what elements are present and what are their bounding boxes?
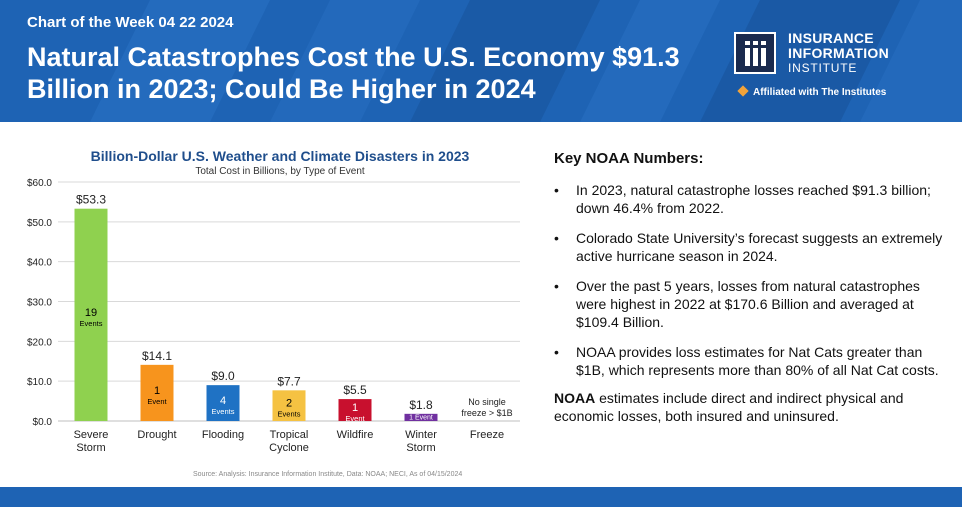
header-background-pattern (90, 0, 962, 122)
key-bullet-2: • Colorado State University’s forecast su… (554, 229, 946, 265)
chart-subtitle: Total Cost in Billions, by Type of Event (195, 166, 365, 177)
y-tick-label: $30.0 (27, 298, 52, 309)
y-tick-label: $0.0 (33, 417, 53, 428)
affiliation-text: Affiliated with The Institutes (737, 85, 887, 98)
key-bullet-1: • In 2023, natural catastrophe losses rea… (554, 181, 946, 217)
key-bullet-text: Over the past 5 years, losses from natur… (576, 278, 920, 330)
key-bullet-text: Colorado State University’s forecast sug… (576, 230, 943, 264)
bar-chart: $0.0 $10.0 $20.0 $30.0 $40.0 $50.0 $60.0 $53.3 1… (27, 178, 520, 454)
x-category-label: Drought (137, 429, 176, 441)
bar-value-label: $1.8 (409, 398, 433, 412)
x-category-label: Tropical (270, 429, 309, 441)
bar (338, 399, 372, 421)
bar-event-word: Events (80, 319, 103, 328)
key-bullet-3: • Over the past 5 years, losses from natu… (554, 277, 946, 331)
bar (206, 385, 240, 421)
key-numbers-heading: Key NOAA Numbers: (554, 150, 704, 167)
iii-logo-icon (734, 32, 776, 74)
x-category-label: Severe (74, 429, 109, 441)
logo-wordmark: INSURANCE INFORMATION INSTITUTE (788, 31, 889, 76)
bar-event-count: 2 (286, 398, 292, 410)
no-data-note: freeze > $1B (461, 408, 512, 418)
bar-value-label: $9.0 (211, 369, 235, 383)
bullet-icon: • (554, 182, 559, 198)
logo-line-3: INSTITUTE (788, 61, 858, 75)
logo-line-2: INFORMATION (788, 45, 890, 61)
bar-value-label: $5.5 (343, 383, 367, 397)
key-bullet-4: • NOAA provides loss estimates for Nat Ca… (554, 343, 946, 379)
x-category-label: Freeze (470, 429, 504, 441)
chart-source: Source: Analysis: Insurance Information … (193, 471, 463, 478)
bar (74, 208, 108, 421)
x-category-label: Cyclone (269, 442, 309, 454)
noaa-note: NOAA estimates include direct and indire… (554, 389, 946, 425)
bar-event-count: 1 Event (409, 415, 433, 422)
y-tick-label: $10.0 (27, 377, 52, 388)
x-category-label: Winter (405, 429, 437, 441)
x-category-label: Wildfire (337, 429, 374, 441)
bar-value-label: $14.1 (142, 349, 172, 363)
chart-title: Billion-Dollar U.S. Weather and Climate … (90, 148, 470, 164)
page-title: Natural Catastrophes Cost the U.S. Econo… (27, 42, 680, 104)
bar-value-label: $7.7 (277, 374, 301, 388)
key-bullet-text: In 2023, natural catastrophe losses reac… (576, 182, 931, 216)
bar-event-word: Events (212, 407, 235, 416)
bullet-icon: • (554, 230, 559, 246)
bar-event-count: 1 (352, 402, 358, 414)
key-numbers-list: • In 2023, natural catastrophe losses rea… (554, 181, 946, 379)
y-tick-label: $50.0 (27, 218, 52, 229)
bar-event-count: 1 (154, 385, 160, 397)
bullet-icon: • (554, 344, 559, 360)
x-category-label: Storm (76, 442, 105, 454)
affiliation-label: Affiliated with The Institutes (753, 87, 887, 98)
bar (140, 364, 174, 421)
bar (272, 390, 306, 421)
key-numbers-panel: Key NOAA Numbers: • In 2023, natural cata… (554, 150, 946, 425)
noaa-note-text: estimates include direct and indirect ph… (554, 390, 904, 424)
noaa-note-bold: NOAA (554, 390, 596, 406)
bullet-icon: • (554, 278, 559, 294)
no-data-note: No single (468, 397, 506, 407)
bar-event-word: Event (147, 397, 167, 406)
y-tick-label: $60.0 (27, 178, 52, 189)
bar-event-word: Event (345, 414, 365, 423)
x-category-label: Flooding (202, 429, 244, 441)
bar-event-word: Events (278, 410, 301, 419)
chart-of-the-week-label: Chart of the Week 04 22 2024 (27, 14, 234, 31)
logo-line-1: INSURANCE (788, 30, 874, 46)
institutes-diamond-icon (737, 85, 749, 97)
key-bullet-text: NOAA provides loss estimates for Nat Cat… (576, 344, 939, 378)
bar-event-count: 19 (85, 307, 97, 319)
y-tick-label: $20.0 (27, 337, 52, 348)
y-tick-label: $40.0 (27, 258, 52, 269)
bar-event-count: 4 (220, 395, 226, 407)
header-banner: Chart of the Week 04 22 2024 Natural Cat… (0, 0, 962, 122)
bar (404, 413, 438, 421)
bar-value-label: $53.3 (76, 193, 106, 207)
footer-bar (0, 487, 962, 507)
x-category-label: Storm (406, 442, 435, 454)
